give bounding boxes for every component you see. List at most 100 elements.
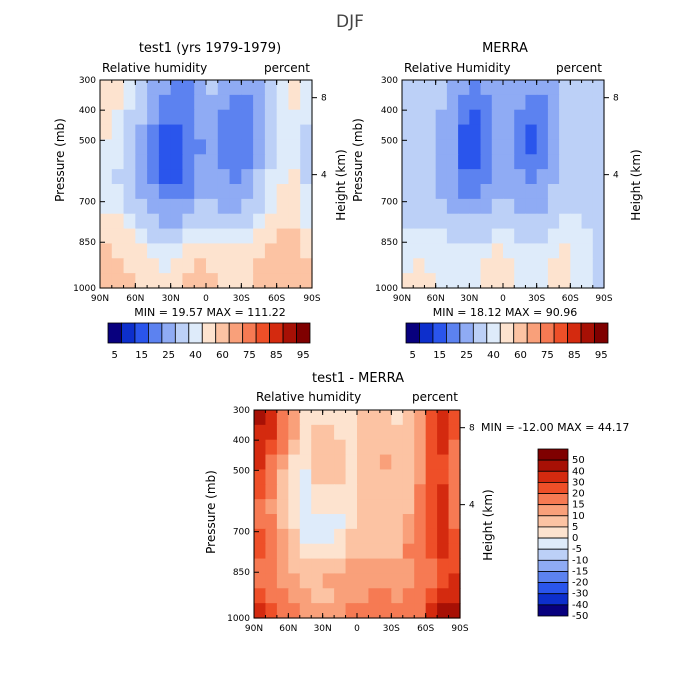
heatmap-cell <box>147 198 160 215</box>
heatmap-cell <box>264 213 278 230</box>
heatmap-cell <box>402 543 415 560</box>
heatmap-cell <box>264 273 278 289</box>
y-tick-label: 1000 <box>73 284 96 294</box>
heatmap-cell <box>503 80 515 96</box>
heatmap-cell <box>217 273 231 289</box>
y-right-axis-label: Height (km) <box>629 149 643 220</box>
heatmap-cell <box>322 603 335 619</box>
heatmap-cell <box>402 243 414 259</box>
heatmap-cell <box>276 109 290 126</box>
heatmap-cell <box>547 109 560 126</box>
heatmap-cell <box>503 169 515 185</box>
heatmap-cell <box>241 80 254 96</box>
heatmap-cell <box>276 424 289 441</box>
heatmap-cell <box>345 573 358 589</box>
heatmap-cell <box>424 273 437 289</box>
heatmap-cell <box>581 80 594 96</box>
colorbar-swatch <box>537 582 569 595</box>
heatmap-cell <box>276 80 290 96</box>
heatmap-cell <box>158 109 172 126</box>
heatmap-cell <box>368 588 381 604</box>
heatmap-cell <box>265 528 278 545</box>
heatmap-cell <box>570 228 583 245</box>
heatmap-cell <box>570 258 583 274</box>
heatmap-cell <box>446 258 459 274</box>
heatmap-cell <box>111 109 125 126</box>
heatmap-cell <box>217 80 231 96</box>
heatmap-cell <box>158 243 172 259</box>
heatmap-cell <box>100 80 113 96</box>
heatmap-cell <box>435 273 448 289</box>
heatmap-cell <box>357 410 370 426</box>
heatmap-cell <box>402 184 414 200</box>
heatmap-cell <box>123 139 136 155</box>
heatmap-cell <box>322 543 335 560</box>
heatmap-cell <box>514 258 527 274</box>
heatmap-cell <box>111 80 125 96</box>
heatmap-cell <box>391 588 404 604</box>
heatmap-cell <box>288 184 301 200</box>
heatmap-cell <box>458 273 470 289</box>
heatmap-cell <box>581 109 594 126</box>
heatmap-cell <box>424 109 437 126</box>
heatmap-cell <box>413 139 426 155</box>
colorbar-swatch <box>594 322 609 344</box>
heatmap-cell <box>570 184 583 200</box>
heatmap-cell <box>345 484 358 500</box>
heatmap-cell <box>491 243 504 259</box>
heatmap-cell <box>276 558 289 575</box>
heatmap-cell <box>254 454 267 471</box>
min-max-stats: MIN = 19.57 MAX = 111.22 <box>134 306 285 319</box>
heatmap-cell <box>229 94 242 111</box>
heatmap-cell <box>299 410 312 426</box>
heatmap-cell <box>391 558 404 575</box>
heatmap-cell <box>425 603 438 619</box>
heatmap-cell <box>592 109 605 126</box>
heatmap-cell <box>123 154 136 170</box>
heatmap-cell <box>592 213 605 230</box>
heatmap-cell <box>206 228 219 245</box>
heatmap-cell <box>288 169 301 185</box>
heatmap-cell <box>241 109 254 126</box>
heatmap-cell <box>241 94 254 111</box>
heatmap-cell <box>402 258 414 274</box>
heatmap-cell <box>368 424 381 441</box>
heatmap-cell <box>448 558 461 575</box>
heatmap-cell <box>379 514 392 530</box>
heatmap-cell <box>217 154 231 170</box>
heatmap-cell <box>264 243 278 259</box>
heatmap-cell <box>559 243 571 259</box>
heatmap-cell <box>391 573 404 589</box>
heatmap-cell <box>345 410 358 426</box>
heatmap-cell <box>402 124 414 141</box>
heatmap-cell <box>254 514 267 530</box>
heatmap-cell <box>311 424 324 441</box>
heatmap-cell <box>158 213 172 230</box>
heatmap-cell <box>402 273 414 289</box>
heatmap-cell <box>206 124 219 141</box>
heatmap-cell <box>379 454 392 471</box>
heatmap-cell <box>123 228 136 245</box>
heatmap-cell <box>254 410 267 426</box>
heatmap-cell <box>299 499 312 515</box>
heatmap-cell <box>217 198 231 215</box>
heatmap-cell <box>182 139 195 155</box>
units-label: percent <box>412 390 458 404</box>
heatmap-cell <box>448 573 461 589</box>
heatmap-cell <box>170 273 184 289</box>
heatmap-cell <box>391 514 404 530</box>
panel-test1: test1 (yrs 1979-1979) Relative humidity pe… <box>53 41 348 361</box>
heatmap-cell <box>276 439 289 456</box>
heatmap-cell <box>379 603 392 619</box>
colorbar-swatch <box>553 322 569 344</box>
variable-label: Relative humidity <box>256 390 361 404</box>
heatmap-cell <box>435 228 448 245</box>
heatmap-cell <box>334 484 347 500</box>
heatmap-cell <box>345 528 358 545</box>
heatmap-cell <box>514 273 527 289</box>
heatmap-cell <box>547 80 560 96</box>
heatmap-cell <box>458 154 470 170</box>
heatmap-cell <box>402 558 415 575</box>
heatmap-cell <box>334 573 347 589</box>
heatmap-cell <box>592 139 605 155</box>
